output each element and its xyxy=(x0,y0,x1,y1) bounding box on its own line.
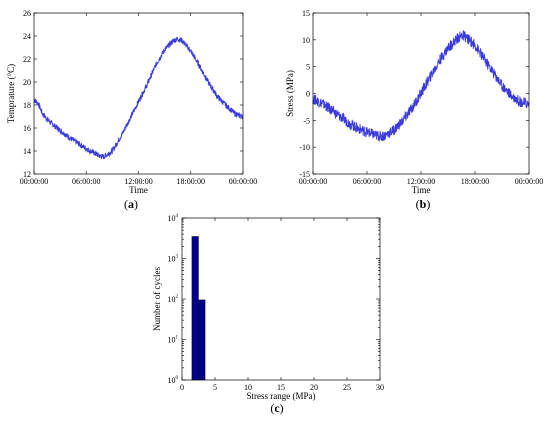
y-tick-label: -5 xyxy=(303,116,310,125)
bar-0 xyxy=(191,236,199,381)
x-tick-label: 12:00:00 xyxy=(124,177,152,186)
x-tick-label: 15 xyxy=(277,383,285,392)
x-tick-label: 30 xyxy=(376,383,384,392)
series-line-a xyxy=(33,36,244,160)
x-tick-label: 18:00:00 xyxy=(177,177,205,186)
y-tick-label: 20 xyxy=(23,78,31,87)
x-tick-label: 5 xyxy=(213,383,217,392)
panel-label-b: (b) xyxy=(416,197,431,211)
y-tick-label: 0 xyxy=(306,90,310,99)
y-tick-label: 22 xyxy=(23,55,31,64)
x-axis-label: Time xyxy=(129,185,148,195)
y-tick-label: 18 xyxy=(23,101,31,110)
x-tick-label: 06:00:00 xyxy=(72,177,100,186)
chart-b: -15 -10 -5 0 5 10 15 00:00:00 06:00:00 12:00:00 18… xyxy=(285,9,543,195)
x-tick-label: 00:00:00 xyxy=(229,177,257,186)
bar-1 xyxy=(198,299,206,381)
x-tick-label: 00:00:00 xyxy=(20,177,48,186)
y-axis-label: Number of cycles xyxy=(152,267,162,331)
x-tick-label: 06:00:00 xyxy=(353,177,381,186)
y-tick-label: 10 xyxy=(302,36,310,45)
x-tick-label: 25 xyxy=(343,383,351,392)
x-tick-label: 10 xyxy=(244,383,252,392)
x-axis-label: Time xyxy=(412,185,431,195)
y-tick-label: -10 xyxy=(299,143,310,152)
y-axis-label: Temprature (°C) xyxy=(6,64,16,123)
y-tick-label: 101 xyxy=(168,336,179,345)
y-tick-label: 24 xyxy=(23,32,31,41)
y-tick-label: 100 xyxy=(168,376,179,385)
x-tick-label: 12:00:00 xyxy=(407,177,435,186)
panel-label-c: (c) xyxy=(270,401,283,415)
y-tick-label: 12 xyxy=(23,170,31,179)
y-tick-label: 104 xyxy=(168,214,179,223)
y-tick-label: 14 xyxy=(23,147,31,156)
y-tick-label: 16 xyxy=(23,124,31,133)
panel-label-a: (a) xyxy=(124,197,138,211)
x-tick-label: 20 xyxy=(310,383,318,392)
y-tick-label: 15 xyxy=(302,9,310,18)
x-tick-label: 00:00:00 xyxy=(515,177,543,186)
x-tick-label: 0 xyxy=(180,383,184,392)
x-tick-label: 00:00:00 xyxy=(299,177,327,186)
y-axis-label: Stress (MPa) xyxy=(285,70,295,117)
y-tick-label: 5 xyxy=(306,63,310,72)
plot-frame-a xyxy=(33,12,244,175)
y-tick-label: 102 xyxy=(168,295,179,304)
chart-a: 12 14 16 18 20 22 24 26 00:00:00 06:00:00 12:00:00… xyxy=(6,9,257,195)
chart-c: 100 101 102 103 104 0 5 10 15 20 25 30 Stress range … xyxy=(152,214,384,401)
plot-frame-c xyxy=(181,217,381,381)
y-tick-label: 103 xyxy=(168,255,179,264)
y-tick-label: 26 xyxy=(23,9,31,18)
y-tick-label: -15 xyxy=(299,170,310,179)
x-tick-label: 18:00:00 xyxy=(461,177,489,186)
x-axis-label: Stress range (MPa) xyxy=(247,391,316,401)
series-line-b xyxy=(312,29,530,142)
